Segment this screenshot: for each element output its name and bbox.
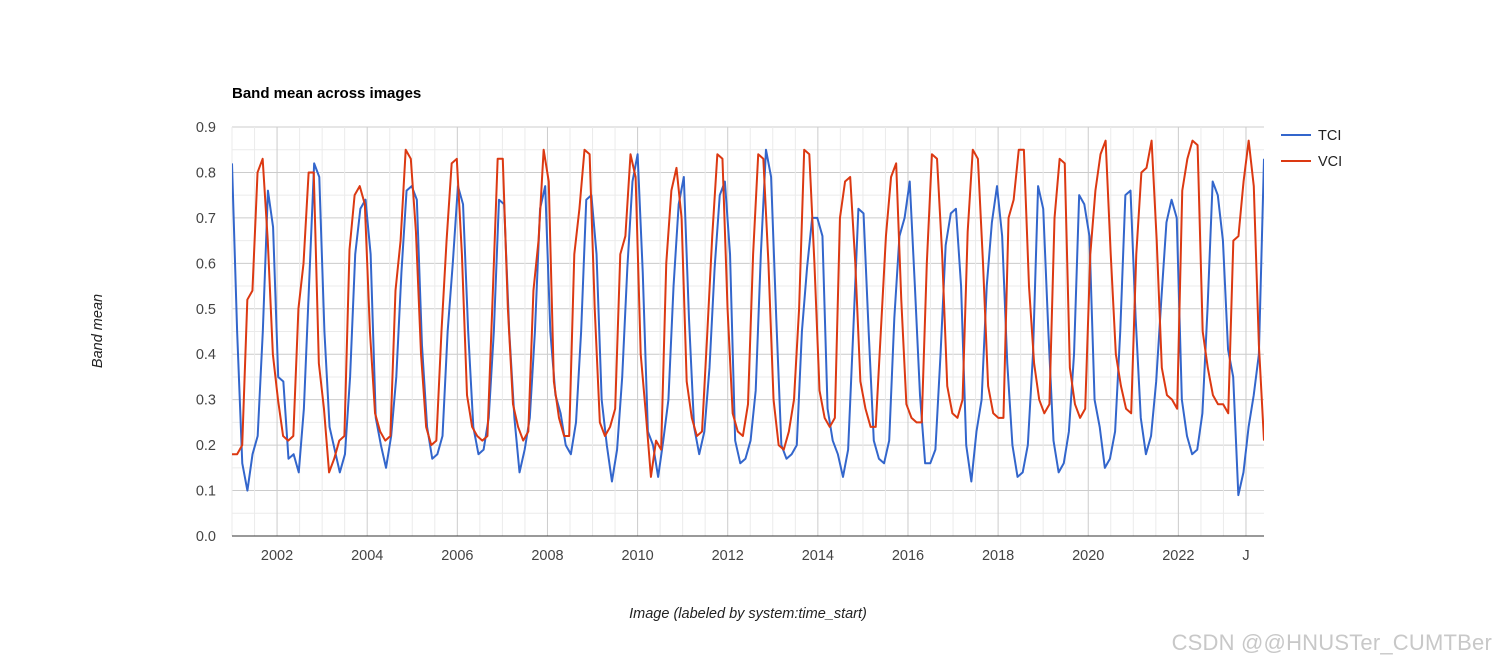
x-tick-label: 2010 [621, 548, 653, 564]
legend-label-tci: TCI [1318, 128, 1341, 144]
series-line-tci [232, 148, 1264, 497]
y-tick-label: 0.6 [196, 256, 216, 272]
y-tick-label: 0.2 [196, 438, 216, 454]
y-tick-label: 0.9 [196, 120, 216, 136]
y-tick-label: 0.3 [196, 393, 216, 409]
y-tick-label: 0.1 [196, 484, 216, 500]
x-tick-label: 2014 [802, 548, 834, 564]
x-tick-label: 2002 [261, 548, 293, 564]
y-tick-label: 0.7 [196, 211, 216, 227]
y-axis-ticks: 0.0 0.1 0.2 0.3 0.4 0.5 0.6 0.7 0.8 0.9 [196, 120, 216, 545]
x-tick-label: 2018 [982, 548, 1014, 564]
x-tick-label: 2020 [1072, 548, 1104, 564]
series-layer [232, 139, 1264, 497]
x-tick-label: 2006 [441, 548, 473, 564]
x-tick-label: J [1242, 548, 1249, 564]
y-tick-label: 0.5 [196, 302, 216, 318]
series-line-vci [232, 139, 1264, 478]
x-axis-ticks: 2002 2004 2006 2008 2010 2012 2014 2016 2018 2020… [261, 548, 1250, 564]
grid [231, 126, 1264, 537]
y-axis-title: Band mean [90, 294, 106, 368]
x-tick-label: 2022 [1162, 548, 1194, 564]
y-tick-label: 0.0 [196, 529, 216, 545]
x-tick-label: 2004 [351, 548, 383, 564]
x-axis-title: Image (labeled by system:time_start) [629, 606, 867, 622]
legend: TCI VCI [1281, 128, 1342, 170]
y-tick-label: 0.8 [196, 165, 216, 181]
x-tick-label: 2012 [712, 548, 744, 564]
legend-label-vci: VCI [1318, 154, 1342, 170]
x-tick-label: 2016 [892, 548, 924, 564]
chart-title: Band mean across images [232, 85, 421, 102]
y-tick-label: 0.4 [196, 347, 216, 363]
watermark-text: CSDN @@HNUSTer_CUMTBer [1171, 630, 1492, 655]
x-tick-label: 2008 [531, 548, 563, 564]
